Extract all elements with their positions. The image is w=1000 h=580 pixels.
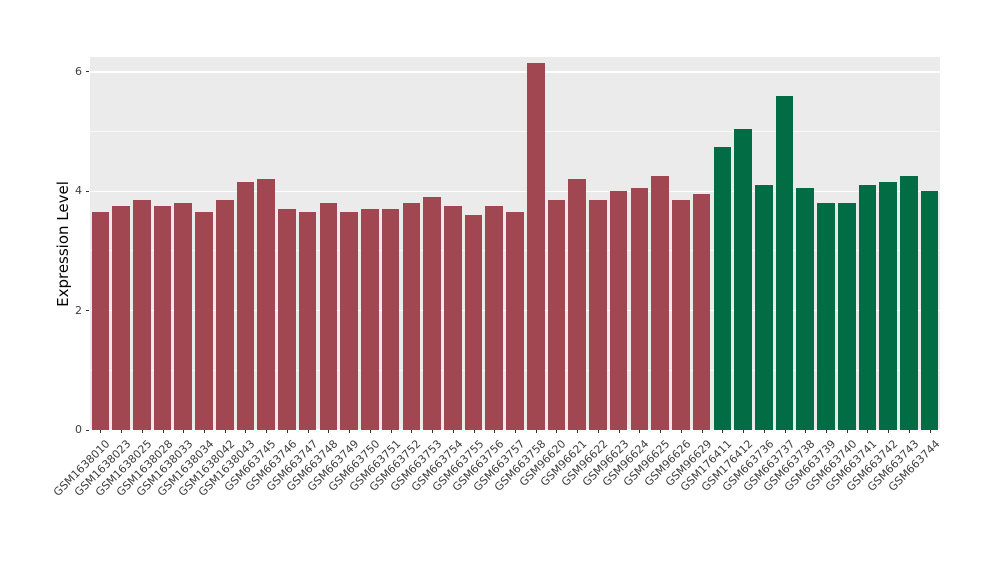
x-tick-mark xyxy=(349,430,351,433)
x-tick-mark xyxy=(266,430,268,433)
x-tick-mark xyxy=(141,430,143,433)
x-tick-mark xyxy=(162,430,164,433)
x-tick-mark xyxy=(183,430,185,433)
gridline-major xyxy=(90,190,940,193)
bar-GSM663756 xyxy=(485,206,504,430)
bar-GSM663746 xyxy=(278,209,296,430)
y-axis-title: Expression Level xyxy=(54,181,72,307)
x-tick-mark xyxy=(286,430,288,433)
bar-GSM663749 xyxy=(340,212,358,430)
x-tick-mark xyxy=(411,430,413,433)
bar-GSM663739 xyxy=(817,203,835,430)
x-tick-mark xyxy=(639,430,641,433)
x-tick-mark xyxy=(473,430,475,433)
x-tick-mark xyxy=(908,430,910,433)
x-tick-mark xyxy=(328,430,330,433)
x-tick-mark xyxy=(805,430,807,433)
bar-GSM663738 xyxy=(796,188,815,430)
x-tick-mark xyxy=(784,430,786,433)
x-tick-mark xyxy=(556,430,558,433)
bar-GSM663755 xyxy=(464,215,483,430)
bar-GSM1638033 xyxy=(174,203,193,430)
y-axis-tick-label: 2 xyxy=(75,303,82,317)
bar-GSM176411 xyxy=(713,146,732,430)
y-tick-mark xyxy=(86,429,89,431)
y-tick-mark xyxy=(86,190,89,192)
x-tick-mark xyxy=(452,430,454,433)
x-tick-mark xyxy=(618,430,620,433)
bar-GSM96626 xyxy=(672,200,690,430)
y-tick-mark xyxy=(86,71,89,73)
x-tick-mark xyxy=(204,430,206,433)
plot-panel xyxy=(90,57,940,431)
bar-GSM96629 xyxy=(692,194,711,430)
bar-GSM663740 xyxy=(837,203,856,430)
x-tick-mark xyxy=(701,430,703,433)
bar-GSM96620 xyxy=(547,200,566,430)
y-axis-tick-label: 6 xyxy=(75,64,82,78)
bar-GSM96623 xyxy=(609,191,628,430)
bar-GSM663747 xyxy=(298,212,317,430)
x-tick-mark xyxy=(224,430,226,433)
x-tick-mark xyxy=(121,430,123,433)
x-tick-mark xyxy=(577,430,579,433)
bar-GSM1638023 xyxy=(112,206,130,430)
bar-GSM663758 xyxy=(526,62,545,430)
x-tick-mark xyxy=(597,430,599,433)
bar-GSM96622 xyxy=(589,200,607,430)
x-tick-mark xyxy=(369,430,371,433)
bar-GSM96624 xyxy=(630,188,649,430)
bar-GSM663750 xyxy=(361,209,379,430)
x-tick-mark xyxy=(432,430,434,433)
bar-GSM1638025 xyxy=(133,200,151,430)
bar-GSM663744 xyxy=(920,191,939,430)
y-tick-mark xyxy=(86,310,89,312)
gridline-minor xyxy=(90,131,940,133)
x-tick-mark xyxy=(929,430,931,433)
x-tick-mark xyxy=(494,430,496,433)
bar-GSM663737 xyxy=(775,95,794,430)
x-tick-mark xyxy=(535,430,537,433)
x-tick-mark xyxy=(825,430,827,433)
bar-GSM663752 xyxy=(402,203,421,430)
x-tick-mark xyxy=(390,430,392,433)
bar-GSM663754 xyxy=(443,206,462,430)
bar-GSM663745 xyxy=(257,179,276,430)
bar-GSM663751 xyxy=(381,209,400,430)
y-axis-tick-label: 4 xyxy=(75,184,82,198)
x-tick-mark xyxy=(722,430,724,433)
bar-GSM1638043 xyxy=(236,182,255,430)
bar-GSM96625 xyxy=(651,176,669,430)
bar-GSM663742 xyxy=(879,182,897,430)
x-tick-mark xyxy=(763,430,765,433)
gridline-major xyxy=(90,71,940,73)
bar-GSM663753 xyxy=(423,197,441,430)
x-tick-mark xyxy=(743,430,745,433)
bar-GSM663743 xyxy=(900,176,918,430)
x-tick-mark xyxy=(307,430,309,433)
bar-GSM663736 xyxy=(754,185,773,430)
bar-GSM663757 xyxy=(506,212,524,430)
bar-GSM1638042 xyxy=(215,200,234,430)
x-tick-mark xyxy=(515,430,516,433)
x-tick-mark xyxy=(867,430,869,433)
x-tick-mark xyxy=(660,430,662,433)
bar-GSM96621 xyxy=(568,179,586,430)
bar-GSM663741 xyxy=(858,185,877,430)
bar-GSM1638034 xyxy=(195,212,213,430)
bar-GSM176412 xyxy=(734,128,752,430)
bar-GSM663748 xyxy=(319,203,338,430)
bar-GSM1638010 xyxy=(91,212,110,430)
bar-GSM1638028 xyxy=(153,206,172,430)
x-tick-mark xyxy=(680,430,682,433)
x-tick-mark xyxy=(245,430,247,433)
y-axis-tick-label: 0 xyxy=(75,423,82,436)
x-tick-mark xyxy=(100,430,102,433)
x-tick-mark xyxy=(888,430,890,433)
x-tick-mark xyxy=(846,430,848,433)
